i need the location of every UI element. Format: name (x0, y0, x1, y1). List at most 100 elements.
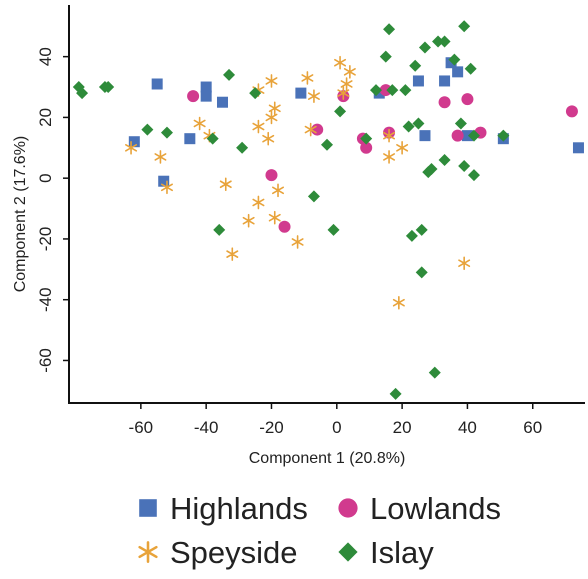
speyside-point (268, 101, 281, 116)
x-tick-label: 0 (332, 418, 341, 437)
islay-point (438, 153, 451, 166)
speyside-point (252, 195, 265, 210)
y-tick-label: 40 (36, 47, 55, 66)
islay-point (236, 141, 249, 154)
speyside-point (242, 213, 255, 228)
islay-point (206, 132, 219, 145)
speyside-point (334, 55, 347, 70)
islay-point (438, 35, 451, 48)
x-tick-label: 60 (523, 418, 542, 437)
highlands-point (128, 136, 140, 148)
highlands-point (151, 78, 163, 90)
islay-point (458, 20, 471, 33)
speyside-point (343, 65, 356, 79)
islay-point (213, 223, 226, 236)
speyside-point (226, 247, 239, 261)
islay-point (334, 105, 347, 118)
speyside-point (265, 110, 278, 125)
speyside-point (383, 128, 396, 143)
speyside-point (160, 180, 173, 195)
islay-point (497, 129, 510, 142)
lowlands-point (379, 84, 392, 97)
legend-speyside-label: Speyside (170, 535, 298, 570)
islay-point (405, 229, 418, 242)
highlands-point (200, 90, 212, 102)
highlands-point (461, 130, 473, 142)
legend-speyside-marker (138, 541, 158, 563)
legend: Highlands Lowlands Speyside Islay (138, 491, 501, 570)
speyside-point (154, 150, 167, 164)
axes: -60 -40 -20 0 20 40 60 -60 -40 -20 0 20 40 Component … (12, 5, 585, 467)
speyside-point (340, 77, 353, 91)
y-axis-label: Component 2 (17.6%) (12, 136, 29, 293)
x-tick-label: -60 (129, 418, 154, 437)
speyside-point (304, 122, 317, 137)
islay-point (383, 23, 396, 36)
islay-point (223, 68, 236, 81)
y-tick-label: -60 (36, 348, 55, 373)
islay-point (412, 117, 425, 130)
x-tick-label: 20 (393, 418, 412, 437)
islay-point (307, 190, 320, 203)
speyside-point (219, 177, 232, 192)
lowlands-point (278, 220, 291, 233)
speyside-point (272, 183, 285, 198)
islay-point (102, 81, 115, 94)
speyside-point (252, 119, 265, 134)
highlands-point (158, 175, 170, 187)
highlands-point (419, 130, 431, 142)
islay-point (369, 84, 382, 97)
islay-point (160, 126, 173, 139)
islay-point (418, 41, 431, 54)
islay-point (389, 387, 402, 400)
lowlands-point (438, 96, 451, 109)
speyside-point (458, 256, 471, 271)
islay-point (360, 132, 373, 145)
x-tick-label: 40 (458, 418, 477, 437)
legend-highlands-label: Highlands (170, 491, 308, 526)
speyside-point (392, 295, 405, 310)
islay-point (402, 120, 415, 133)
speyside-point (396, 140, 409, 155)
speyside-point (262, 131, 275, 146)
islay-point (428, 366, 441, 379)
legend-lowlands-label: Lowlands (370, 491, 501, 526)
islay-point (448, 53, 461, 66)
lowlands-point (311, 123, 324, 136)
islay-point (379, 50, 392, 63)
islay-point (321, 138, 333, 151)
lowlands-point (187, 90, 200, 103)
speyside-point (307, 89, 320, 103)
islay-point (458, 160, 471, 173)
islay-point (467, 129, 480, 142)
islay-point (76, 87, 89, 100)
highlands-point (295, 87, 307, 99)
islay-point (399, 84, 412, 97)
legend-highlands-marker (139, 499, 157, 517)
islay-point (141, 123, 154, 136)
highlands-point (452, 66, 464, 78)
highlands-point (572, 142, 584, 154)
lowlands-point (461, 93, 474, 106)
islay-point (464, 62, 477, 75)
y-tick-label: -20 (36, 227, 55, 252)
speyside-point (125, 140, 138, 155)
islay-point (425, 163, 438, 176)
islay-point (432, 35, 445, 48)
lowlands-point (265, 169, 278, 182)
x-tick-label: -20 (259, 418, 284, 437)
speyside-point (193, 116, 206, 131)
highlands-point (184, 133, 196, 145)
legend-islay-label: Islay (370, 535, 434, 570)
lowlands-point (565, 105, 578, 118)
islay-point (327, 223, 340, 236)
lowlands-point (360, 141, 373, 154)
y-tick-label: 20 (36, 108, 55, 127)
speyside-point (268, 210, 281, 225)
lowlands-point (451, 129, 464, 142)
x-axis-label: Component 1 (20.8%) (249, 450, 406, 467)
islay-point (467, 169, 480, 182)
islay-point (415, 266, 428, 279)
